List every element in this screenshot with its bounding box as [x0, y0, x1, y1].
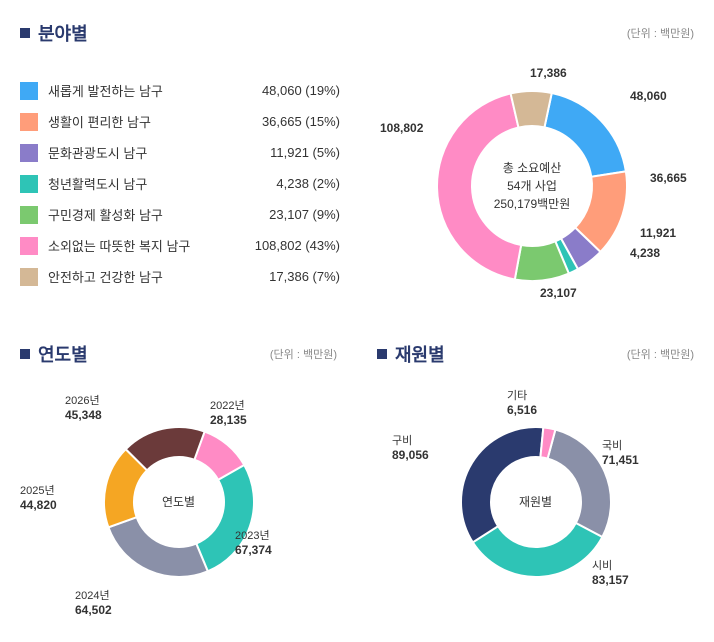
- bullet-icon: [377, 349, 387, 359]
- donut-by-source: 재원별 국비71,451 시비83,157 구비89,056 기타6,516: [377, 382, 694, 622]
- legend-item: 새롭게 발전하는 남구48,060 (19%): [20, 81, 340, 100]
- section-by-field: 분야별 (단위 : 백만원) 새롭게 발전하는 남구48,060 (19%)생활…: [20, 20, 694, 311]
- legend-label: 소외없는 따뜻한 복지 남구: [48, 236, 230, 255]
- legend-swatch: [20, 268, 38, 286]
- legend-swatch: [20, 237, 38, 255]
- donut-by-field: 총 소요예산54개 사업250,179백만원 48,060 36,665 11,921…: [370, 61, 694, 311]
- legend-label: 문화관광도시 남구: [48, 143, 230, 162]
- legend-value: 36,665 (15%): [230, 114, 340, 129]
- slice-label: 2023년67,374: [235, 527, 272, 557]
- unit-label: (단위 : 백만원): [627, 346, 694, 362]
- legend-label: 새롭게 발전하는 남구: [48, 81, 230, 100]
- bullet-icon: [20, 28, 30, 38]
- legend-item: 문화관광도시 남구11,921 (5%): [20, 143, 340, 162]
- legend-value: 108,802 (43%): [230, 238, 340, 253]
- section-header: 재원별 (단위 : 백만원): [377, 341, 694, 367]
- title-text: 분야별: [38, 20, 88, 46]
- legend-item: 청년활력도시 남구4,238 (2%): [20, 174, 340, 193]
- legend-swatch: [20, 113, 38, 131]
- legend-value: 17,386 (7%): [230, 269, 340, 284]
- slice-label: 시비83,157: [592, 557, 629, 587]
- title-text: 연도별: [38, 341, 88, 367]
- slice-label: 17,386: [530, 66, 567, 80]
- donut-slice: [108, 517, 207, 577]
- slice-label: 11,921: [640, 226, 676, 240]
- legend-value: 4,238 (2%): [230, 176, 340, 191]
- legend-value: 48,060 (19%): [230, 83, 340, 98]
- section-header: 분야별 (단위 : 백만원): [20, 20, 694, 46]
- legend-swatch: [20, 82, 38, 100]
- section-header: 연도별 (단위 : 백만원): [20, 341, 337, 367]
- donut-by-year: 연도별 2022년28,135 2023년67,374 2024년64,502 2025…: [20, 382, 337, 622]
- section-title: 연도별: [20, 341, 88, 367]
- legend-label: 생활이 편리한 남구: [48, 112, 230, 131]
- slice-label: 108,802: [380, 121, 423, 135]
- slice-label: 36,665: [650, 171, 687, 185]
- donut-center-label: 총 소요예산54개 사업250,179백만원: [494, 159, 571, 213]
- slice-label: 기타6,516: [507, 387, 537, 417]
- legend-item: 안전하고 건강한 남구17,386 (7%): [20, 267, 340, 286]
- legend-item: 생활이 편리한 남구36,665 (15%): [20, 112, 340, 131]
- donut-slice: [547, 430, 610, 537]
- slice-label: 2026년45,348: [65, 392, 102, 422]
- legend-label: 안전하고 건강한 남구: [48, 267, 230, 286]
- legend-label: 청년활력도시 남구: [48, 174, 230, 193]
- donut-center-label: 재원별: [519, 493, 552, 511]
- slice-label: 2025년44,820: [20, 482, 57, 512]
- slice-label: 2024년64,502: [75, 587, 112, 617]
- donut-center-label: 연도별: [162, 493, 195, 511]
- donut-slice: [461, 427, 543, 542]
- unit-label: (단위 : 백만원): [270, 346, 337, 362]
- slice-label: 구비89,056: [392, 432, 429, 462]
- legend-swatch: [20, 175, 38, 193]
- legend-swatch: [20, 144, 38, 162]
- title-text: 재원별: [395, 341, 445, 367]
- slice-label: 국비71,451: [602, 437, 639, 467]
- legend-by-field: 새롭게 발전하는 남구48,060 (19%)생활이 편리한 남구36,665 …: [20, 61, 340, 311]
- slice-label: 23,107: [540, 286, 577, 300]
- donut-slice: [511, 91, 552, 128]
- legend-swatch: [20, 206, 38, 224]
- section-title: 분야별: [20, 20, 88, 46]
- slice-label: 2022년28,135: [210, 397, 247, 427]
- legend-value: 11,921 (5%): [230, 145, 340, 160]
- section-by-year: 연도별 (단위 : 백만원) 연도별 2022년28,135 2023년67,374…: [20, 341, 337, 622]
- slice-label: 48,060: [630, 89, 667, 103]
- legend-value: 23,107 (9%): [230, 207, 340, 222]
- section-title: 재원별: [377, 341, 445, 367]
- slice-label: 4,238: [630, 246, 660, 260]
- unit-label: (단위 : 백만원): [627, 25, 694, 41]
- legend-label: 구민경제 활성화 남구: [48, 205, 230, 224]
- legend-item: 소외없는 따뜻한 복지 남구108,802 (43%): [20, 236, 340, 255]
- bullet-icon: [20, 349, 30, 359]
- legend-item: 구민경제 활성화 남구23,107 (9%): [20, 205, 340, 224]
- section-by-source: 재원별 (단위 : 백만원) 재원별국비71,451시비83,157구비89,0…: [377, 341, 694, 622]
